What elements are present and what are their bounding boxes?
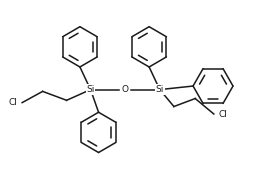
Text: Cl: Cl <box>9 98 17 107</box>
Text: O: O <box>122 85 129 94</box>
Text: Si: Si <box>155 85 164 94</box>
Text: Cl: Cl <box>219 110 228 119</box>
Text: Si: Si <box>86 85 95 94</box>
